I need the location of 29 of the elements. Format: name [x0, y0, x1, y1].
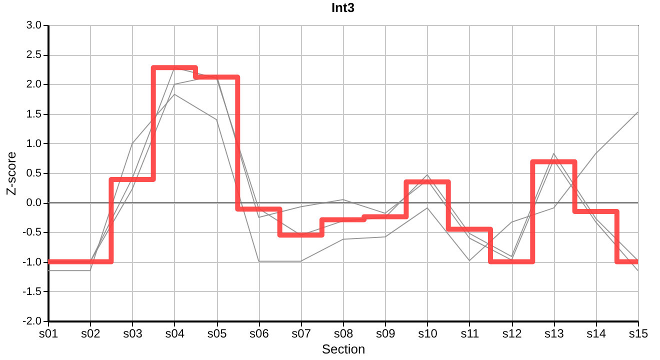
x-axis-title: Section	[322, 342, 366, 356]
x-tick-label: s08	[334, 326, 354, 340]
x-tick-label: s14	[586, 326, 606, 340]
y-tick-label: 1.0	[26, 138, 42, 150]
x-tick-label: s03	[123, 326, 143, 340]
x-tick-label: s05	[207, 326, 228, 340]
x-tick-label: s02	[80, 326, 101, 340]
y-tick-label: 2.5	[26, 49, 42, 62]
x-tick-label: s15	[628, 326, 648, 340]
y-tick-label: -0.5	[22, 226, 42, 239]
x-tick-label: s10	[418, 326, 438, 340]
y-axis-title: Z-score	[4, 151, 19, 196]
y-tick-label: 1.5	[26, 108, 42, 120]
x-tick-label: s09	[376, 326, 396, 340]
x-tick-label: s04	[165, 326, 185, 340]
x-tick-label: s11	[460, 326, 480, 340]
chart-title: Int3	[331, 0, 355, 15]
y-tick-label: -1.0	[22, 256, 42, 268]
x-tick-label: s13	[544, 326, 564, 340]
y-tick-label: 0.5	[26, 168, 42, 180]
x-tick-label: s12	[502, 326, 522, 340]
y-tick-label: -2.0	[22, 316, 42, 328]
y-tick-label: 2.0	[26, 78, 42, 91]
y-tick-label: 0.0	[26, 197, 42, 210]
y-tick-label: 3.0	[26, 20, 42, 32]
y-tick-label: -1.5	[22, 286, 42, 298]
x-tick-label: s01	[38, 326, 58, 340]
x-tick-label: s07	[292, 326, 312, 340]
x-tick-label: s06	[250, 326, 270, 340]
